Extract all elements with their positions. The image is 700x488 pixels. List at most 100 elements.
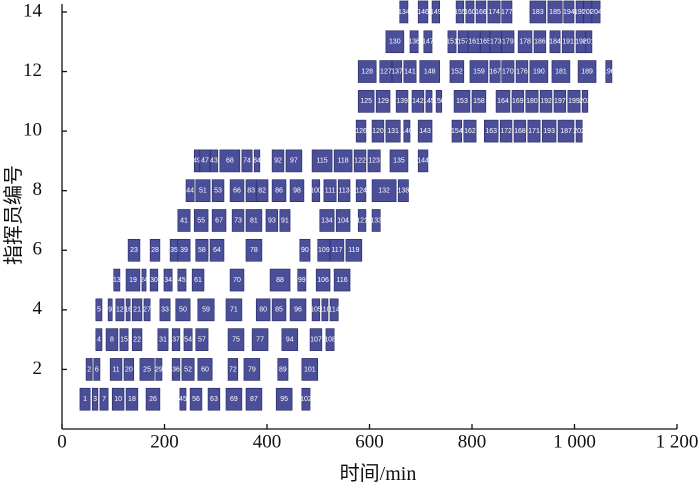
task-label: 181 bbox=[555, 68, 567, 75]
task-label: 106 bbox=[317, 277, 329, 284]
task-label: 128 bbox=[361, 68, 373, 75]
task-label: 135 bbox=[393, 158, 405, 165]
task-block bbox=[271, 179, 287, 202]
task-label: 142 bbox=[412, 98, 424, 105]
task-label: 1 bbox=[83, 396, 87, 403]
task-block bbox=[275, 387, 293, 411]
task-block bbox=[245, 387, 263, 411]
task-block bbox=[125, 268, 141, 292]
task-block bbox=[551, 60, 571, 83]
task-block bbox=[453, 90, 471, 113]
task-label: 9 bbox=[108, 307, 112, 314]
task-label: 94 bbox=[286, 336, 294, 343]
task-label: 10 bbox=[114, 396, 122, 403]
y-tick-label: 6 bbox=[33, 239, 43, 260]
task-block bbox=[501, 60, 515, 83]
task-block bbox=[281, 328, 299, 351]
task-block bbox=[547, 0, 563, 24]
task-block bbox=[315, 268, 331, 292]
task-block bbox=[529, 60, 549, 83]
y-tick-label: 12 bbox=[23, 60, 42, 81]
task-block bbox=[311, 298, 321, 322]
task-block bbox=[251, 328, 269, 351]
task-label: 85 bbox=[275, 307, 283, 314]
task-block bbox=[469, 60, 489, 83]
task-block bbox=[131, 328, 143, 351]
x-tick-label: 600 bbox=[355, 431, 384, 452]
task-block bbox=[321, 298, 329, 322]
task-label: 45 bbox=[179, 396, 187, 403]
task-label: 78 bbox=[250, 247, 258, 254]
task-label: 155 bbox=[454, 9, 466, 16]
task-label: 8 bbox=[110, 336, 114, 343]
x-tick-label: 800 bbox=[458, 431, 487, 452]
task-block bbox=[109, 358, 123, 381]
task-block bbox=[85, 358, 93, 381]
task-label: 165 bbox=[479, 39, 491, 46]
task-block bbox=[553, 90, 567, 113]
task-block bbox=[585, 30, 593, 54]
task-label: 168 bbox=[514, 128, 526, 135]
task-label: 97 bbox=[290, 158, 298, 165]
task-label: 170 bbox=[502, 68, 514, 75]
task-block bbox=[371, 119, 385, 143]
task-block bbox=[105, 328, 119, 351]
y-tick-label: 10 bbox=[23, 119, 42, 140]
task-label: 73 bbox=[234, 217, 242, 224]
task-label: 173 bbox=[490, 39, 502, 46]
task-block bbox=[513, 119, 527, 143]
task-block bbox=[323, 179, 337, 202]
task-block bbox=[195, 328, 209, 351]
task-label: 196 bbox=[603, 68, 615, 75]
task-label: 104 bbox=[337, 217, 349, 224]
task-block bbox=[285, 149, 303, 173]
task-block bbox=[245, 209, 263, 232]
task-label: 34 bbox=[164, 277, 172, 284]
task-label: 28 bbox=[151, 247, 159, 254]
task-label: 187 bbox=[560, 128, 572, 135]
task-block bbox=[197, 358, 213, 381]
task-label: 127 bbox=[380, 68, 392, 75]
task-block bbox=[357, 209, 367, 232]
task-label: 77 bbox=[256, 336, 264, 343]
task-label: 92 bbox=[274, 158, 282, 165]
task-block bbox=[297, 268, 307, 292]
task-label: 49 bbox=[193, 158, 201, 165]
task-label: 4 bbox=[97, 336, 101, 343]
task-block bbox=[181, 358, 195, 381]
task-block bbox=[423, 30, 433, 54]
task-block bbox=[557, 119, 575, 143]
task-block bbox=[175, 298, 191, 322]
task-label: 189 bbox=[581, 68, 593, 75]
x-tick-label: 1 200 bbox=[656, 431, 699, 452]
task-label: 75 bbox=[232, 336, 240, 343]
task-block bbox=[591, 0, 601, 24]
task-label: 74 bbox=[243, 158, 251, 165]
task-label: 185 bbox=[549, 9, 561, 16]
task-label: 29 bbox=[155, 366, 163, 373]
task-label: 23 bbox=[130, 247, 138, 254]
x-axis-label: 时间/min bbox=[340, 462, 417, 485]
task-block bbox=[367, 149, 381, 173]
task-label: 84 bbox=[253, 158, 261, 165]
task-block bbox=[355, 119, 367, 143]
task-label: 66 bbox=[233, 188, 241, 195]
task-block bbox=[145, 387, 161, 411]
task-label: 98 bbox=[293, 188, 301, 195]
task-block bbox=[319, 209, 335, 232]
task-label: 109 bbox=[318, 247, 330, 254]
task-block bbox=[279, 209, 291, 232]
task-label: 58 bbox=[198, 247, 206, 254]
task-label: 6 bbox=[95, 366, 99, 373]
task-label: 68 bbox=[226, 158, 234, 165]
task-label: 193 bbox=[543, 128, 555, 135]
y-tick-label: 8 bbox=[33, 179, 43, 200]
task-block bbox=[255, 298, 271, 322]
task-label: 37 bbox=[172, 336, 180, 343]
task-label: 79 bbox=[248, 366, 256, 373]
task-label: 197 bbox=[554, 98, 566, 105]
task-label: 121 bbox=[356, 217, 368, 224]
task-block bbox=[527, 119, 541, 143]
task-block bbox=[255, 179, 269, 202]
task-block bbox=[581, 90, 589, 113]
